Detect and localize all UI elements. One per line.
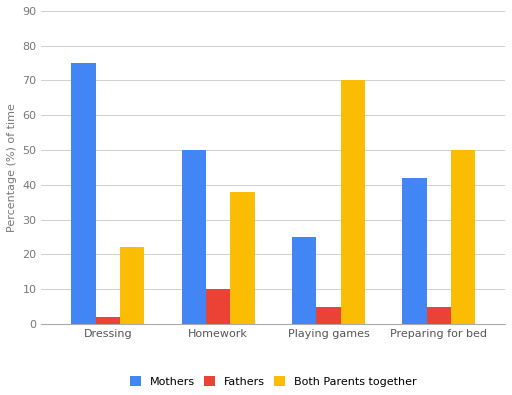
Bar (292, 237, 316, 324)
Legend: Mothers, Fathers, Both Parents together: Mothers, Fathers, Both Parents together (130, 376, 417, 387)
Bar (71, 63, 96, 324)
Bar (340, 81, 365, 324)
Bar (182, 150, 206, 324)
Bar (426, 307, 451, 324)
Bar (230, 192, 254, 324)
Bar (120, 247, 144, 324)
Bar (316, 307, 340, 324)
Y-axis label: Percentage (%) of time: Percentage (%) of time (7, 103, 17, 232)
Bar (96, 317, 120, 324)
Bar (451, 150, 475, 324)
Bar (402, 178, 426, 324)
Bar (206, 289, 230, 324)
